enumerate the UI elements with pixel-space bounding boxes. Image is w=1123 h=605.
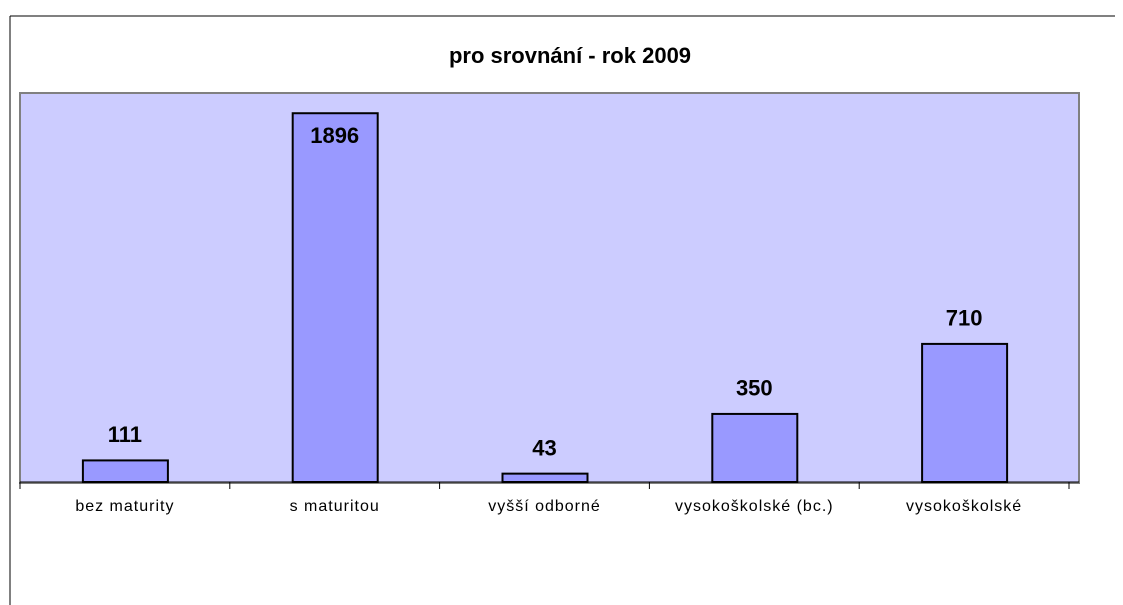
data-label: 350: [736, 376, 773, 401]
chart-title: pro srovnání - rok 2009: [449, 43, 691, 68]
x-tick-label: vyšší odborné: [488, 498, 601, 515]
x-tick-label: bez maturity: [75, 498, 175, 515]
bar: [501, 472, 589, 484]
bar: [291, 112, 379, 483]
bar: [711, 412, 799, 483]
data-label: 710: [946, 306, 983, 331]
bar: [81, 459, 169, 483]
bar: [921, 342, 1009, 483]
data-label: 1896: [310, 123, 359, 148]
x-tick-label: vysokoškolské: [906, 498, 1023, 515]
x-tick-label: s maturitou: [289, 498, 380, 515]
data-label: 111: [108, 422, 142, 447]
data-label: 43: [532, 435, 556, 460]
x-tick-label: vysokoškolské (bc.): [675, 498, 834, 515]
plot-area: [19, 92, 1080, 484]
